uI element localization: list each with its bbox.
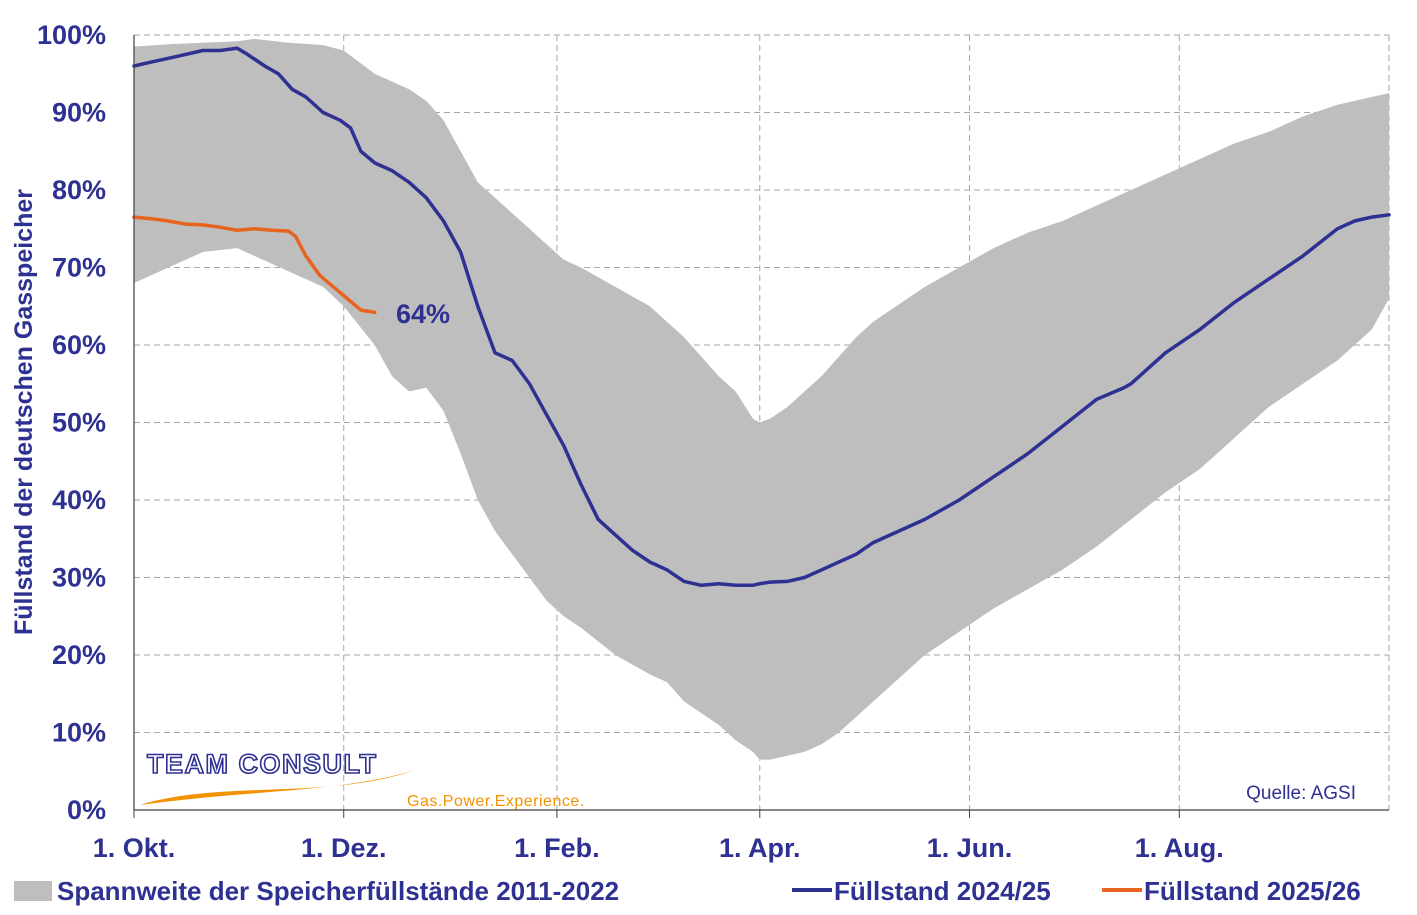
- y-tick-label: 20%: [52, 640, 106, 670]
- y-tick-label: 50%: [52, 408, 106, 438]
- legend-series2-label: Füllstand 2025/26: [1144, 876, 1361, 906]
- lines-layer: [132, 46, 1391, 588]
- logo-tagline: Gas.Power.Experience.: [407, 793, 585, 810]
- logo-swoosh: [140, 770, 415, 805]
- y-tick-label: 80%: [52, 175, 106, 205]
- y-tick-label: 0%: [67, 795, 106, 825]
- y-axis-label: Füllstand der deutschen Gasspeicher: [10, 189, 38, 635]
- annotation-64: 64%: [396, 299, 450, 329]
- team-consult-logo: TEAM CONSULT Gas.Power.Experience.: [140, 748, 585, 810]
- series-line-2025-26: [132, 215, 377, 315]
- logo-wordmark: TEAM CONSULT: [147, 749, 377, 779]
- y-tick-label: 70%: [52, 253, 106, 283]
- legend-band-swatch: [14, 881, 52, 901]
- axes: [133, 35, 1389, 818]
- y-tick-label: 90%: [52, 98, 106, 128]
- x-tick-label: 1. Dez.: [301, 833, 387, 863]
- series-line-2024-25: [132, 46, 1391, 588]
- x-tick-label: 1. Jun.: [927, 833, 1013, 863]
- x-tick-label: 1. Apr.: [719, 833, 801, 863]
- x-tick-label: 1. Okt.: [93, 833, 176, 863]
- range-band: [134, 38, 1389, 760]
- ticks-layer: 0% 10% 20% 30% 40% 50% 60% 70% 80% 90% 100% 1. Okt.…: [37, 20, 1224, 863]
- source-note: Quelle: AGSI: [1246, 783, 1356, 804]
- y-tick-label: 40%: [52, 485, 106, 515]
- x-tick-label: 1. Aug.: [1135, 833, 1224, 863]
- legend-band-label: Spannweite der Speicherfüllstände 2011-2…: [57, 876, 619, 906]
- x-tick-label: 1. Feb.: [514, 833, 600, 863]
- y-tick-label: 10%: [52, 718, 106, 748]
- y-tick-label: 100%: [37, 20, 106, 50]
- y-tick-label: 30%: [52, 563, 106, 593]
- band-layer: [134, 38, 1389, 760]
- legend: Spannweite der Speicherfüllstände 2011-2…: [14, 876, 1361, 906]
- legend-series1-label: Füllstand 2024/25: [834, 876, 1051, 906]
- y-tick-label: 60%: [52, 330, 106, 360]
